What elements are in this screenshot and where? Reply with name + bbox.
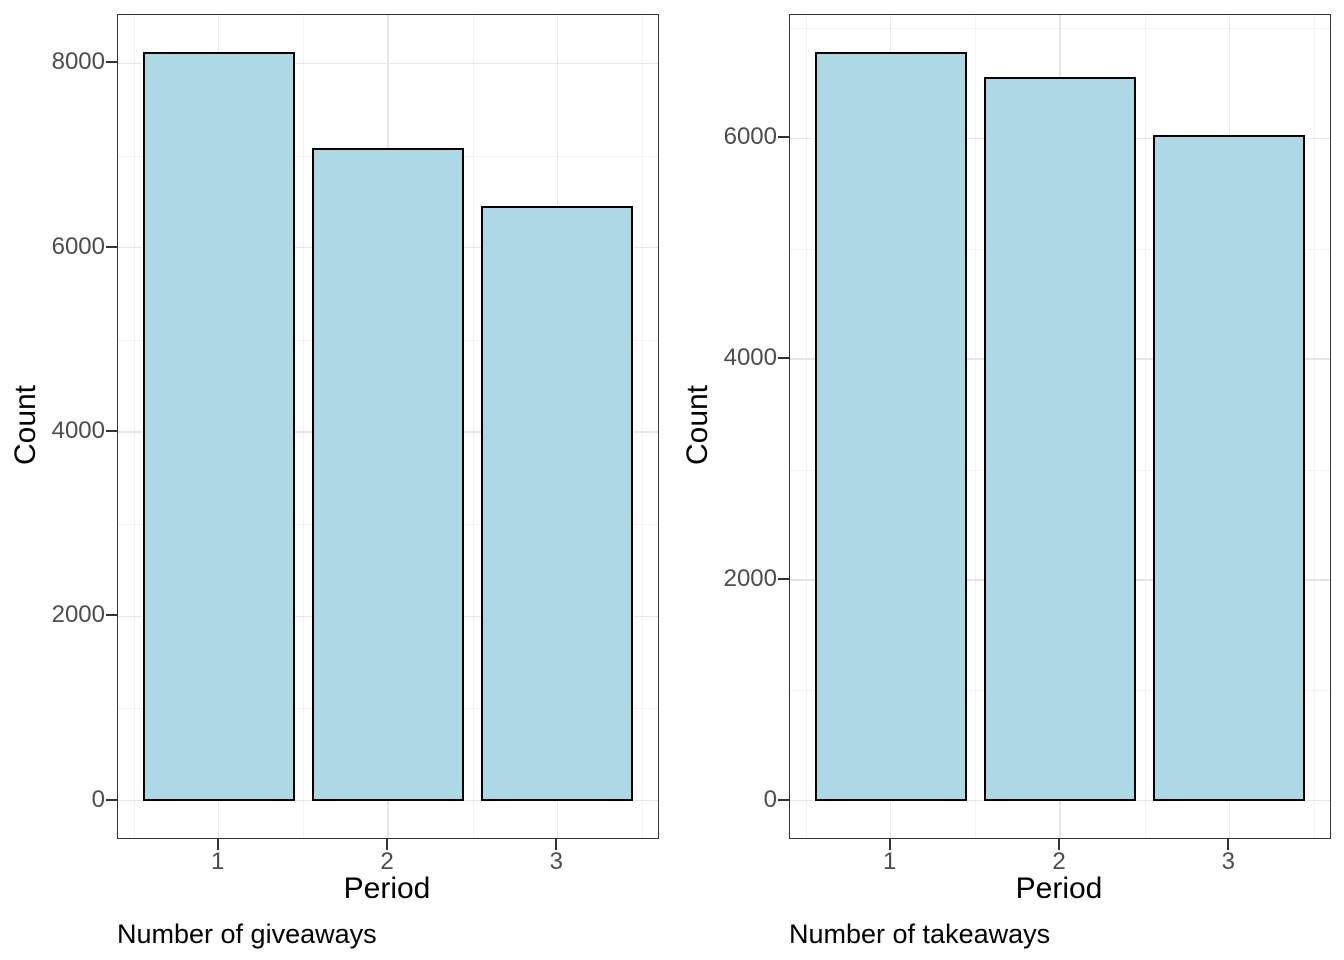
y-axis-tick xyxy=(106,245,117,248)
y-axis-tick xyxy=(106,61,117,64)
y-tick-label: 0 xyxy=(91,785,105,813)
y-axis-tick xyxy=(778,357,789,360)
x-axis-tick xyxy=(888,838,891,850)
gridline-minor-v xyxy=(975,15,977,838)
x-axis-title: Period xyxy=(1015,872,1103,905)
y-tick-label: 0 xyxy=(763,785,777,813)
gridline-minor-v xyxy=(472,15,474,838)
gridline-minor-v xyxy=(134,15,136,838)
bar-period-2 xyxy=(311,148,465,801)
gridline-minor-v xyxy=(806,15,808,838)
x-tick-label: 1 xyxy=(883,848,897,875)
chart-caption: Number of giveaways xyxy=(117,919,377,949)
x-tick-label: 1 xyxy=(211,848,225,875)
bar-period-1 xyxy=(142,52,295,801)
plot-panel xyxy=(789,14,1331,839)
bar-period-1 xyxy=(814,52,967,801)
chart-takeaways: Count Period Number of takeaways 0 2000 40… xyxy=(672,0,1344,960)
chart-caption: Number of takeaways xyxy=(789,919,1051,949)
x-axis-tick xyxy=(1058,838,1060,850)
gridline-minor-v xyxy=(1313,15,1315,838)
y-tick-label: 6000 xyxy=(51,232,105,260)
y-axis-title: Count xyxy=(681,384,714,466)
bar-period-3 xyxy=(1153,135,1306,801)
x-tick-label: 3 xyxy=(1221,848,1235,875)
y-axis-tick xyxy=(778,798,789,801)
x-axis-tick xyxy=(1227,838,1230,850)
y-axis-tick xyxy=(778,136,789,139)
bar-period-3 xyxy=(481,206,634,801)
y-axis-tick xyxy=(106,614,117,617)
y-axis-tick xyxy=(106,798,117,801)
x-tick-label: 3 xyxy=(549,848,563,875)
y-axis-tick xyxy=(778,577,789,580)
x-tick-label: 2 xyxy=(1052,848,1066,875)
y-tick-label: 2000 xyxy=(51,601,105,629)
y-tick-label: 4000 xyxy=(51,417,105,445)
y-axis-tick xyxy=(106,430,117,433)
gridline-minor-v xyxy=(303,15,305,838)
x-tick-label: 2 xyxy=(380,848,394,875)
y-tick-label: 6000 xyxy=(723,123,777,151)
x-axis-title: Period xyxy=(343,872,431,905)
chart-giveaways: Count Period Number of giveaways 0 2000 40… xyxy=(9,14,659,949)
gridline-minor-v xyxy=(1144,15,1146,838)
x-axis-tick xyxy=(216,838,219,850)
y-tick-label: 4000 xyxy=(723,344,777,372)
x-axis-tick xyxy=(555,838,558,850)
y-tick-label: 2000 xyxy=(723,564,777,592)
gridline-minor-v xyxy=(641,15,643,838)
x-axis-tick xyxy=(386,838,388,850)
plot-panel xyxy=(117,14,659,839)
bar-period-2 xyxy=(983,76,1137,801)
y-tick-label: 8000 xyxy=(51,48,105,76)
